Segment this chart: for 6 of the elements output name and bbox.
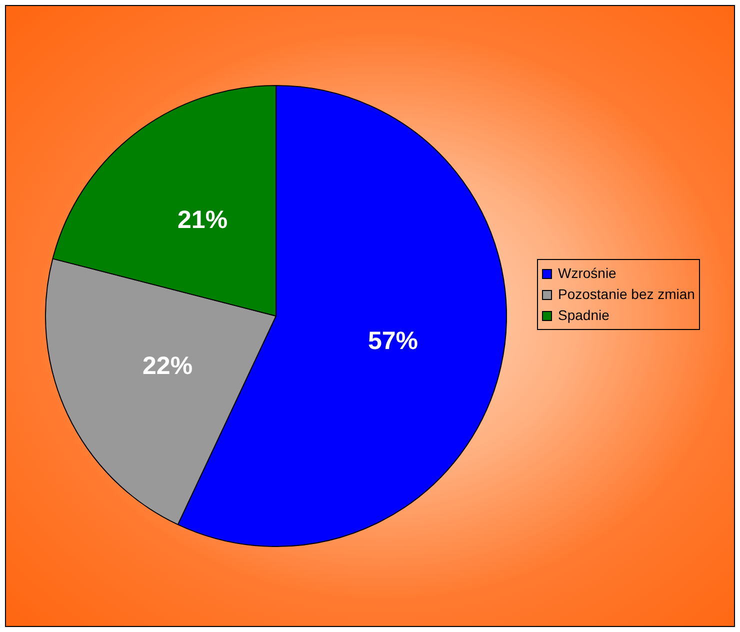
data-label: 22% xyxy=(142,352,193,380)
data-label: 21% xyxy=(178,206,228,234)
legend-label: Wzrośnie xyxy=(558,264,616,283)
data-label: 57% xyxy=(368,327,418,356)
legend-label: Pozostanie bez zmian xyxy=(558,285,695,304)
legend-label: Spadnie xyxy=(558,306,610,325)
